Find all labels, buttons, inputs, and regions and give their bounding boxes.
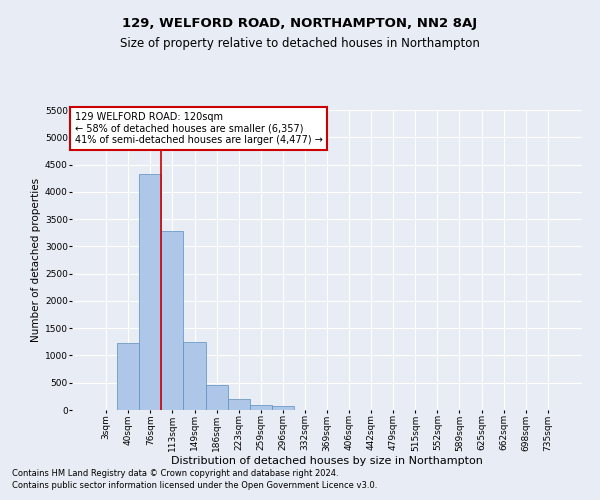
Bar [184, 342, 206, 410]
Bar [139, 174, 161, 410]
Bar [227, 399, 250, 410]
Text: Contains public sector information licensed under the Open Government Licence v3: Contains public sector information licen… [12, 481, 377, 490]
Bar [206, 385, 227, 410]
Text: Size of property relative to detached houses in Northampton: Size of property relative to detached ho… [120, 38, 480, 51]
Text: 129, WELFORD ROAD, NORTHAMPTON, NN2 8AJ: 129, WELFORD ROAD, NORTHAMPTON, NN2 8AJ [122, 18, 478, 30]
Bar [272, 406, 294, 410]
Bar [117, 343, 139, 410]
X-axis label: Distribution of detached houses by size in Northampton: Distribution of detached houses by size … [171, 456, 483, 466]
Text: 129 WELFORD ROAD: 120sqm
← 58% of detached houses are smaller (6,357)
41% of sem: 129 WELFORD ROAD: 120sqm ← 58% of detach… [74, 112, 322, 144]
Bar [161, 230, 184, 410]
Bar [250, 404, 272, 410]
Text: Contains HM Land Registry data © Crown copyright and database right 2024.: Contains HM Land Registry data © Crown c… [12, 468, 338, 477]
Y-axis label: Number of detached properties: Number of detached properties [31, 178, 41, 342]
